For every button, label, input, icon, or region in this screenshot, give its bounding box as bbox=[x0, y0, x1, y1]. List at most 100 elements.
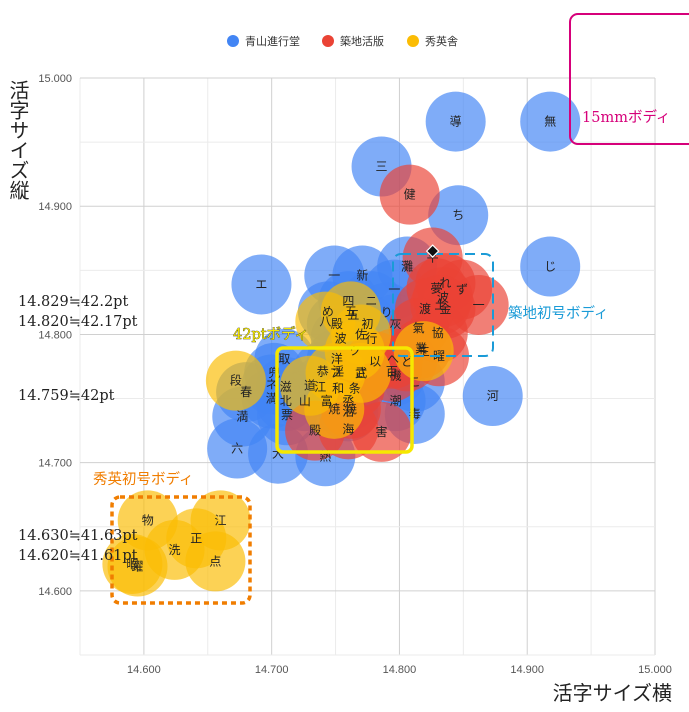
box-15mm bbox=[569, 13, 689, 145]
bubble-label: 滋 bbox=[280, 380, 292, 394]
bubble-label: 初 bbox=[361, 317, 373, 331]
bubble-label: 金 bbox=[439, 301, 451, 316]
bubble-label: め bbox=[322, 304, 334, 318]
bubble-2[interactable] bbox=[185, 531, 246, 592]
bubble-label: 潮 bbox=[390, 393, 402, 408]
legend: 青山進行堂 築地活版 秀英舎 bbox=[227, 34, 458, 48]
bubble-label: 満 bbox=[236, 410, 248, 424]
bubble-label: 五 bbox=[345, 304, 357, 318]
x-tick-label: 14.700 bbox=[255, 664, 289, 676]
bubble-2[interactable] bbox=[107, 536, 168, 597]
bubble-label: 波 bbox=[437, 290, 449, 304]
bubble-label: ど bbox=[401, 354, 413, 368]
bubble-label: 三 bbox=[376, 159, 388, 173]
bubble-label: 業 bbox=[415, 342, 427, 356]
bubble-label: 六 bbox=[231, 442, 243, 456]
bubble-label: 段 bbox=[230, 373, 242, 388]
bubble-1[interactable] bbox=[351, 401, 412, 462]
bubble-label: さ bbox=[355, 366, 367, 380]
bubble-label: 氣 bbox=[413, 321, 425, 335]
bubble-1[interactable] bbox=[379, 164, 440, 225]
bubble-0[interactable] bbox=[520, 236, 581, 297]
highlight-diamond bbox=[425, 244, 440, 258]
y-tick-label: 14.900 bbox=[38, 201, 72, 213]
bubble-0[interactable] bbox=[425, 91, 486, 152]
label-shuei: 秀英初号ボディ bbox=[93, 470, 193, 488]
bubble-2[interactable] bbox=[393, 321, 454, 382]
legend-label-tsukiji: 築地活版 bbox=[340, 34, 384, 48]
bubble-label: 烝 bbox=[342, 394, 354, 408]
bubble-label: 夢 bbox=[430, 281, 442, 295]
legend-label-aoyama: 青山進行堂 bbox=[245, 35, 300, 48]
bubble-label: 満 bbox=[266, 392, 278, 406]
bubble-label: 灰 bbox=[390, 317, 402, 331]
legend-swatch-shuei bbox=[407, 35, 419, 47]
bubble-label: 淫 bbox=[332, 365, 344, 379]
bubble-label: 取 bbox=[278, 352, 290, 366]
bubble-label: り bbox=[381, 306, 393, 320]
bubble-label: 佐 bbox=[355, 327, 367, 341]
bubble-label: 和 bbox=[332, 381, 344, 395]
bubble-label: 土 bbox=[434, 298, 446, 312]
bubble-label: 協 bbox=[432, 325, 444, 340]
bubble-label: 行 bbox=[365, 331, 377, 345]
bubble-label: 河 bbox=[487, 389, 499, 403]
box-shuei bbox=[110, 495, 252, 605]
box-42pt bbox=[275, 346, 414, 454]
bubble-label: 武 bbox=[355, 366, 367, 380]
bubble-0[interactable] bbox=[231, 254, 292, 315]
bubble-0[interactable] bbox=[462, 365, 523, 426]
x-tick-label: 14.800 bbox=[383, 664, 417, 676]
bubble-label: ニ bbox=[365, 294, 377, 308]
note-41-63pt: 14.630≒41.63pt bbox=[18, 528, 138, 544]
bubble-label: ツ bbox=[349, 344, 361, 358]
label-42pt: 42ptボディ bbox=[233, 325, 309, 343]
bubble-2[interactable] bbox=[304, 378, 365, 439]
bubble-label: 恭 bbox=[317, 365, 329, 379]
bubble-2[interactable] bbox=[205, 350, 266, 411]
bubble-label: 治 bbox=[342, 404, 354, 418]
bubble-label: 洗 bbox=[169, 543, 181, 557]
bubble-label: 渡 bbox=[419, 301, 431, 316]
bubble-label: ネ bbox=[266, 377, 278, 391]
bubble-label: 点 bbox=[209, 554, 221, 568]
bubble-label: 無 bbox=[544, 114, 556, 129]
note-42-17pt: 14.820≒42.17pt bbox=[18, 314, 138, 330]
bubble-label: 江 bbox=[215, 513, 227, 527]
highlight-marker bbox=[425, 244, 440, 258]
legend-item-aoyama[interactable]: 青山進行堂 bbox=[227, 35, 300, 48]
bubble-label: 導 bbox=[450, 115, 462, 129]
note-41-61pt: 14.620≒41.61pt bbox=[18, 548, 138, 564]
bubble-label: 山 bbox=[299, 394, 311, 408]
bubble-label: 焼 bbox=[345, 402, 357, 416]
bubble-label: 道 bbox=[304, 379, 316, 393]
bubble-label: へ bbox=[387, 352, 399, 366]
bubble-label: ち bbox=[452, 208, 464, 222]
bubble-label: 健 bbox=[404, 188, 416, 202]
y-tick-label: 15.000 bbox=[38, 73, 72, 85]
x-tick-label: 14.600 bbox=[127, 664, 161, 676]
bubble-label: 以 bbox=[369, 354, 381, 368]
bubble-label: 春 bbox=[240, 385, 252, 399]
bubble-label: 条 bbox=[349, 381, 361, 395]
bubble-0[interactable] bbox=[520, 91, 581, 152]
bubble-label: 灘 bbox=[401, 259, 413, 273]
bubble-label: 機 bbox=[390, 367, 402, 382]
note-42-2pt: 14.829≒42.2pt bbox=[18, 294, 128, 310]
bubble-label: 殿 bbox=[309, 424, 321, 438]
bubble-label: 百 bbox=[386, 365, 398, 379]
bubble-label: 一 bbox=[388, 283, 400, 297]
legend-item-shuei[interactable]: 秀英舎 bbox=[407, 34, 458, 48]
label-15mm: 15mmボディ bbox=[582, 108, 670, 126]
bubble-label: 洋 bbox=[331, 351, 343, 366]
bubble-label: 一 bbox=[328, 268, 340, 282]
legend-swatch-tsukiji bbox=[322, 35, 334, 47]
bubble-label: 八 bbox=[319, 315, 331, 329]
bubble-label: 生 bbox=[418, 344, 430, 358]
legend-item-tsukiji[interactable]: 築地活版 bbox=[322, 34, 384, 48]
legend-label-shuei: 秀英舎 bbox=[425, 34, 458, 48]
bubble-label: 躍 bbox=[131, 560, 143, 574]
bubble-label: れ bbox=[439, 276, 451, 290]
bubble-label: 江 bbox=[314, 380, 326, 394]
label-tsukiji: 築地初号ボディ bbox=[508, 304, 608, 322]
